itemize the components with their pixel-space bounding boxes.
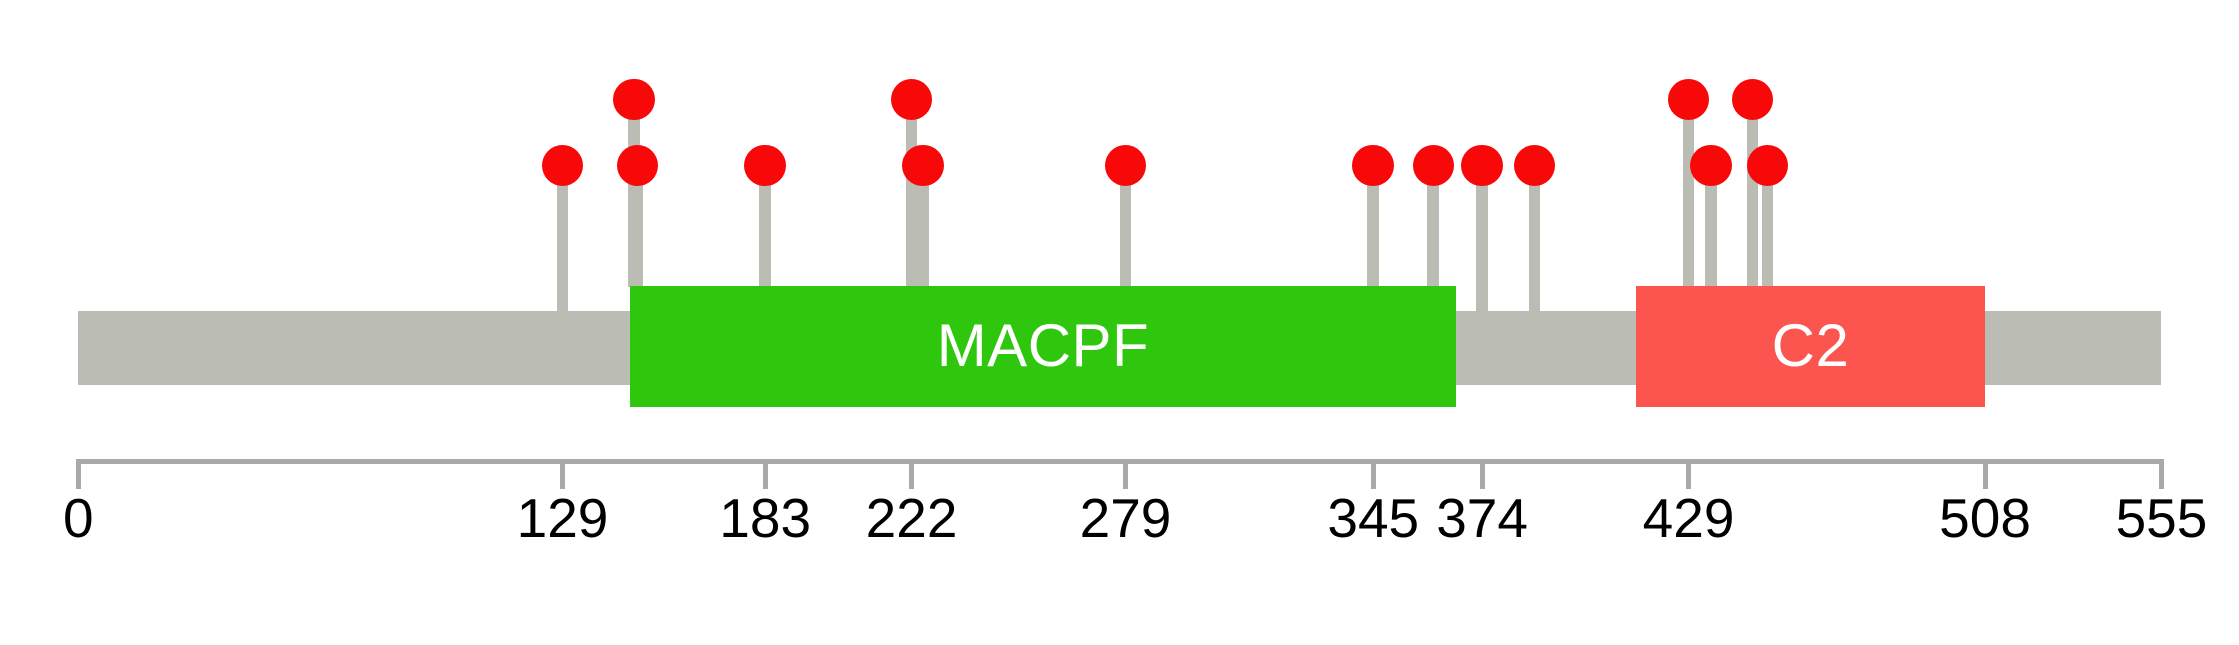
axis-tick-label-222: 222: [865, 487, 958, 549]
axis-tick-label-0: 0: [63, 487, 94, 549]
axis-tick-374: [1479, 459, 1485, 490]
mutation-marker-374: [1461, 144, 1503, 187]
lollipop-stick-149: [631, 165, 644, 288]
axis-tick-label-183: 183: [719, 487, 812, 549]
lollipop-stick-361: [1427, 165, 1440, 288]
x-axis-line: [75, 459, 2164, 465]
axis-tick-label-555: 555: [2115, 487, 2208, 549]
axis-tick-555: [2158, 459, 2164, 490]
mutation-marker-225: [902, 144, 944, 187]
lollipop-stick-435: [1705, 165, 1717, 288]
lollipop-stick-279: [1119, 165, 1132, 288]
lollipop-stick-429: [1682, 99, 1695, 288]
axis-tick-label-279: 279: [1079, 487, 1172, 549]
axis-tick-label-345: 345: [1327, 487, 1420, 549]
lollipop-stick-446: [1746, 99, 1759, 288]
mutation-marker-435: [1690, 144, 1732, 187]
axis-tick-345: [1370, 459, 1376, 490]
axis-tick-508: [1982, 459, 1988, 490]
domain-label-c2: C2: [1771, 312, 1850, 380]
axis-tick-279: [1123, 459, 1129, 490]
domain-label-macpf: MACPF: [936, 312, 1150, 380]
lollipop-stick-225: [916, 165, 929, 288]
axis-tick-label-429: 429: [1642, 487, 1735, 549]
axis-tick-label-508: 508: [1939, 487, 2031, 549]
axis-tick-429: [1686, 459, 1692, 490]
mutation-marker-129: [541, 144, 584, 187]
mutation-marker-222: [890, 78, 933, 121]
mutation-marker-279: [1104, 144, 1147, 187]
axis-tick-222: [909, 459, 915, 490]
axis-tick-label-374: 374: [1436, 487, 1528, 549]
axis-tick-129: [560, 459, 565, 490]
lollipop-stick-450: [1761, 165, 1774, 288]
axis-tick-label-129: 129: [516, 487, 609, 549]
mutation-marker-345: [1352, 144, 1395, 187]
lollipop-stick-222: [905, 99, 918, 288]
mutation-marker-361: [1412, 144, 1455, 187]
lollipop-stick-345: [1367, 165, 1380, 288]
axis-tick-0: [75, 459, 81, 490]
mutation-marker-149: [616, 144, 659, 187]
mutation-marker-388: [1513, 144, 1556, 187]
lollipop-stick-388: [1528, 165, 1541, 313]
lollipop-stick-183: [759, 165, 772, 288]
domain-box-c2: C2: [1636, 285, 1986, 407]
mutation-marker-446: [1731, 78, 1774, 121]
mutation-marker-183: [744, 144, 786, 187]
lollipop-stick-374: [1476, 165, 1488, 313]
mutation-marker-429: [1667, 78, 1710, 121]
axis-tick-183: [762, 459, 768, 490]
domain-box-macpf: MACPF: [630, 285, 1456, 407]
lollipop-stick-129: [556, 165, 569, 313]
mutation-marker-148: [613, 78, 655, 121]
mutation-marker-450: [1746, 144, 1789, 187]
